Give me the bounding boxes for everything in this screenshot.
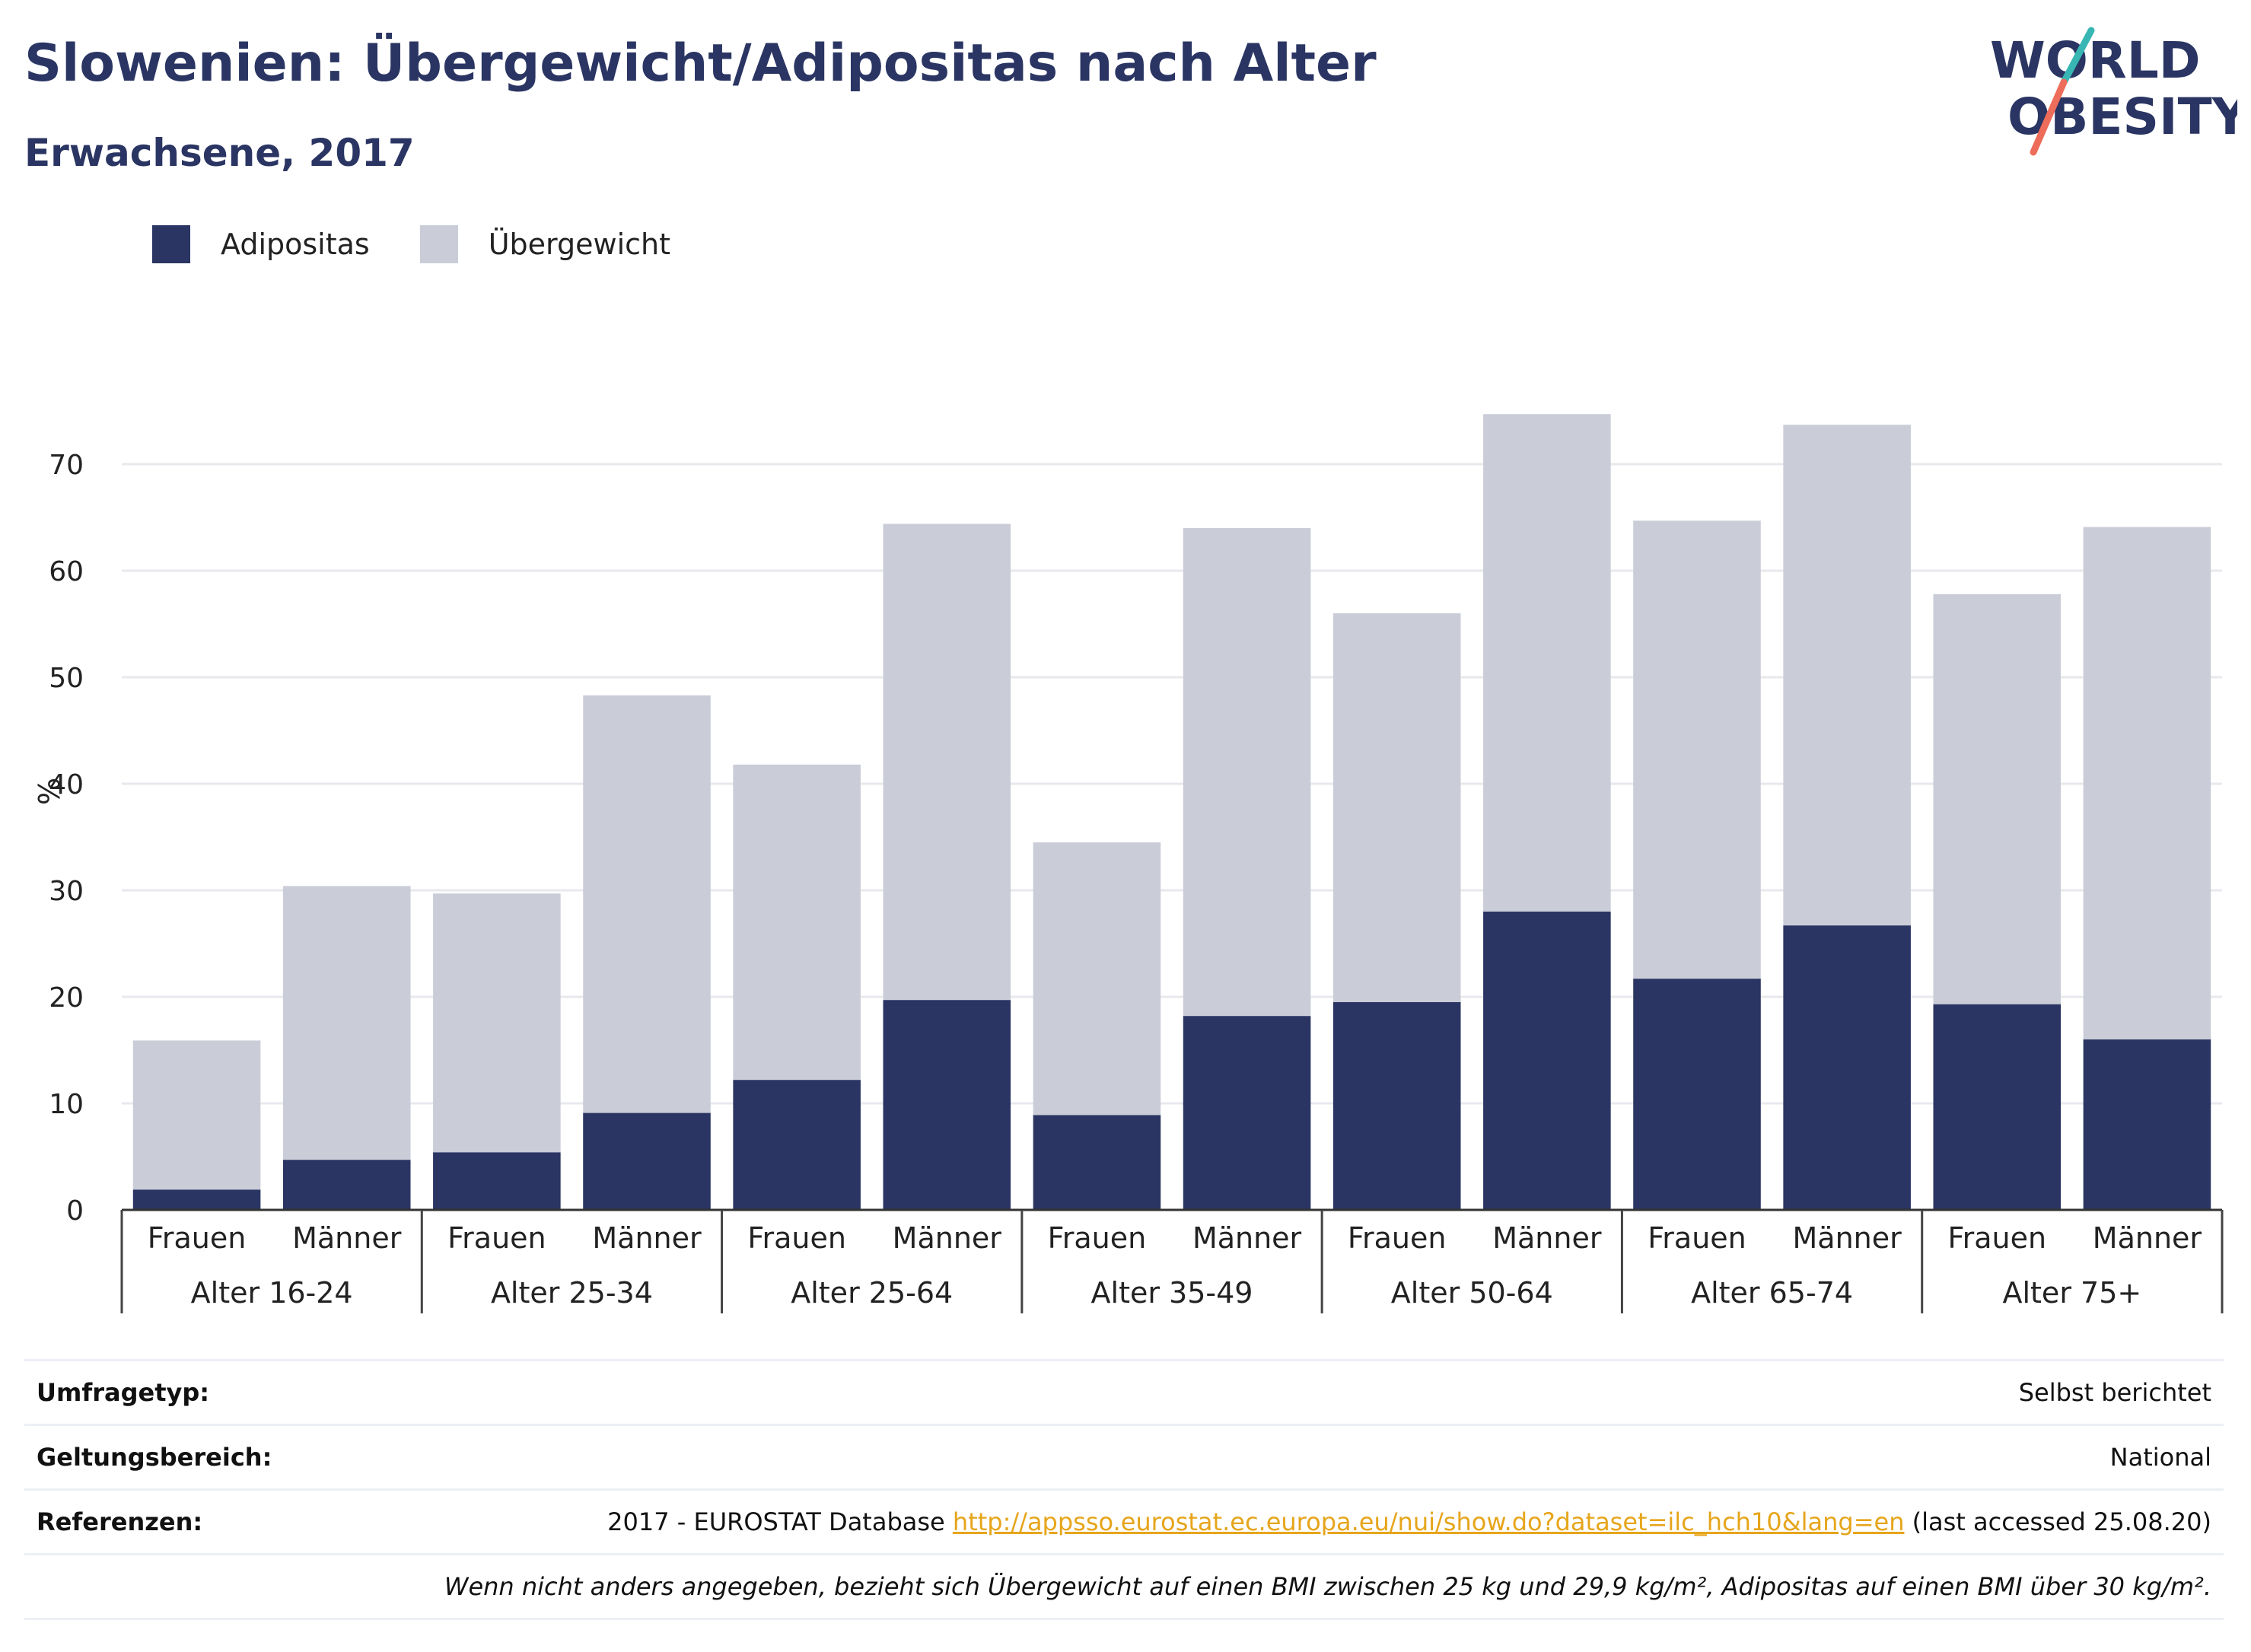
y-tick-label: 30 — [49, 876, 84, 907]
bar-adipositas — [1783, 925, 1911, 1210]
group-label: Alter 16-24 — [191, 1276, 353, 1310]
x-tick-label: Frauen — [747, 1221, 846, 1255]
references-link[interactable]: http://appsso.eurostat.ec.europa.eu/nui/… — [952, 1507, 1905, 1536]
bar-adipositas — [132, 1189, 261, 1210]
bar-uebergewicht — [2083, 527, 2211, 1039]
references-value: 2017 - EUROSTAT Database http://appsso.e… — [607, 1507, 2224, 1536]
x-tick-label: Frauen — [1348, 1221, 1447, 1255]
bar-chart: 0 10 20 30 40 50 60 70% Frauen Männer Frauen Männer… — [33, 414, 2224, 1313]
y-tick-label: 40 — [49, 769, 84, 801]
bar-adipositas — [1183, 1016, 1311, 1210]
bar-uebergewicht — [132, 1040, 261, 1190]
y-tick-label: 70 — [49, 450, 84, 481]
x-tick-label: Männer — [1192, 1221, 1302, 1255]
group-label: Alter 65-74 — [1691, 1276, 1853, 1310]
y-tick-label: 50 — [49, 663, 84, 694]
bar-uebergewicht — [733, 764, 861, 1081]
x-tick-label: Frauen — [1048, 1221, 1147, 1255]
bar-uebergewicht — [1783, 425, 1911, 926]
survey-label: Umfragetyp: — [37, 1378, 210, 1407]
x-tick-label: Männer — [1492, 1221, 1602, 1255]
group-label: Alter 50-64 — [1391, 1276, 1553, 1310]
page-title: Slowenien: Übergewicht/Adipositas nach A… — [24, 33, 1377, 94]
bar-uebergewicht — [883, 524, 1011, 1001]
bar-adipositas — [1633, 979, 1761, 1210]
info-row-references: Referenzen: 2017 - EUROSTAT Database htt… — [24, 1488, 2224, 1553]
scope-label: Geltungsbereich: — [37, 1443, 272, 1472]
references-prefix: 2017 - EUROSTAT Database — [607, 1507, 953, 1536]
info-row-note: Wenn nicht anders angegeben, bezieht sic… — [24, 1553, 2224, 1620]
references-suffix: (last accessed 25.08.20) — [1904, 1507, 2211, 1536]
x-tick-label: Frauen — [447, 1221, 546, 1255]
y-tick-label: 10 — [49, 1089, 84, 1120]
legend-label-uebergewicht: Übergewicht — [488, 228, 670, 261]
page-subtitle: Erwachsene, 2017 — [24, 131, 415, 175]
x-tick-label: Männer — [292, 1221, 402, 1255]
survey-value: Selbst berichtet — [2018, 1378, 2211, 1407]
legend-swatch-adipositas — [152, 225, 190, 263]
x-tick-label: Frauen — [1948, 1221, 2047, 1255]
group-label: Alter 35-49 — [1091, 1276, 1253, 1310]
x-tick-label: Frauen — [148, 1221, 247, 1255]
bar-uebergewicht — [583, 695, 711, 1113]
legend-item-uebergewicht[interactable]: Übergewicht — [419, 225, 670, 263]
bar-adipositas — [883, 1000, 1011, 1210]
bar-uebergewicht — [1183, 528, 1311, 1017]
bar-uebergewicht — [1332, 613, 1461, 1002]
definition-note: Wenn nicht anders angegeben, bezieht sic… — [444, 1572, 2211, 1601]
x-tick-label: Männer — [592, 1221, 702, 1255]
bar-adipositas — [583, 1112, 711, 1210]
bar-adipositas — [1933, 1004, 2062, 1210]
bar-uebergewicht — [433, 893, 561, 1153]
legend-label-adipositas: Adipositas — [221, 228, 370, 261]
group-label: Alter 75+ — [2002, 1276, 2141, 1310]
legend-item-adipositas[interactable]: Adipositas — [152, 225, 370, 263]
bar-uebergewicht — [1633, 520, 1761, 979]
logo-line1: WORLD — [1990, 31, 2201, 90]
bar-adipositas — [282, 1160, 411, 1210]
group-label: Alter 25-64 — [791, 1276, 953, 1310]
x-tick-label: Männer — [893, 1221, 1002, 1255]
y-tick-label: 60 — [49, 556, 84, 587]
info-row-survey: Umfragetyp: Selbst berichtet — [24, 1359, 2224, 1424]
y-tick-label: 0 — [66, 1195, 84, 1227]
x-tick-label: Männer — [1793, 1221, 1902, 1255]
bar-uebergewicht — [1483, 414, 1611, 912]
scope-value: National — [2109, 1443, 2211, 1472]
y-axis-label: % — [33, 778, 66, 805]
info-table: Umfragetyp: Selbst berichtet Geltungsber… — [24, 1359, 2224, 1620]
group-label: Alter 25-34 — [491, 1276, 653, 1310]
bar-adipositas — [1033, 1115, 1161, 1210]
bar-uebergewicht — [1033, 842, 1161, 1116]
logo-slash-red — [2030, 78, 2068, 156]
bar-adipositas — [733, 1080, 861, 1210]
legend-swatch-uebergewicht — [419, 225, 458, 263]
bar-adipositas — [1332, 1002, 1461, 1210]
legend: Adipositas Übergewicht — [152, 225, 721, 263]
world-obesity-logo: WORLD OBESITY — [1990, 27, 2237, 156]
bar-adipositas — [1483, 912, 1611, 1210]
info-row-scope: Geltungsbereich: National — [24, 1424, 2224, 1488]
bar-adipositas — [433, 1152, 561, 1210]
bar-uebergewicht — [282, 886, 411, 1160]
x-tick-label: Männer — [2093, 1221, 2202, 1255]
bar-uebergewicht — [1933, 594, 2062, 1004]
y-tick-label: 20 — [49, 982, 84, 1014]
bar-adipositas — [2083, 1039, 2211, 1210]
references-label: Referenzen: — [37, 1507, 203, 1536]
logo-slash-teal — [2060, 27, 2095, 86]
x-tick-label: Frauen — [1648, 1221, 1746, 1255]
